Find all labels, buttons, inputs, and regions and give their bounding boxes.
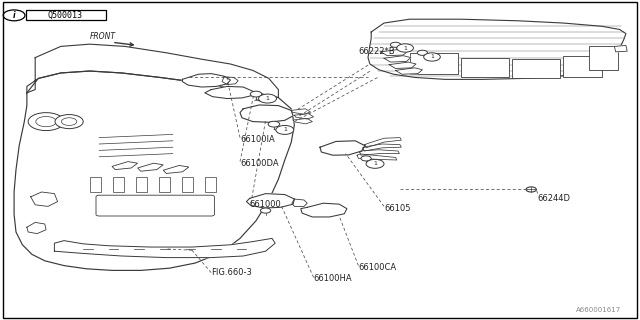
Polygon shape <box>31 192 58 206</box>
Bar <box>205 177 216 192</box>
Text: 1: 1 <box>283 127 287 132</box>
Bar <box>410 53 458 74</box>
Text: Q500013: Q500013 <box>48 11 83 20</box>
Text: 1: 1 <box>430 54 434 60</box>
Circle shape <box>276 125 294 134</box>
Bar <box>159 177 170 192</box>
Bar <box>136 177 147 192</box>
Bar <box>589 46 618 70</box>
Polygon shape <box>240 105 293 122</box>
Circle shape <box>526 187 536 192</box>
Polygon shape <box>293 118 312 124</box>
Bar <box>182 177 193 192</box>
Polygon shape <box>246 194 294 208</box>
Text: 66100CA: 66100CA <box>358 263 397 272</box>
Bar <box>512 59 560 78</box>
Polygon shape <box>14 71 294 270</box>
Text: 1: 1 <box>373 161 377 166</box>
Circle shape <box>36 116 56 127</box>
Polygon shape <box>294 114 314 119</box>
Text: 66105: 66105 <box>384 204 410 212</box>
Polygon shape <box>389 62 416 68</box>
Text: FRONT: FRONT <box>90 32 116 41</box>
Bar <box>90 177 101 192</box>
Circle shape <box>55 115 83 129</box>
Text: 1: 1 <box>266 96 269 101</box>
Polygon shape <box>384 56 411 62</box>
Polygon shape <box>205 86 253 99</box>
Polygon shape <box>396 68 422 74</box>
Text: FIG.660-3: FIG.660-3 <box>211 268 252 277</box>
Circle shape <box>61 118 77 125</box>
Text: 66222*B: 66222*B <box>358 47 395 56</box>
Polygon shape <box>360 150 399 155</box>
Text: 1: 1 <box>403 45 407 51</box>
Text: 661000: 661000 <box>250 200 282 209</box>
Polygon shape <box>222 77 238 84</box>
Polygon shape <box>54 238 275 258</box>
Polygon shape <box>182 74 230 87</box>
Polygon shape <box>112 162 138 170</box>
Polygon shape <box>357 154 397 160</box>
Bar <box>461 58 509 77</box>
Polygon shape <box>27 44 278 98</box>
Circle shape <box>366 159 384 168</box>
Text: i: i <box>13 11 15 20</box>
Polygon shape <box>368 19 626 79</box>
Circle shape <box>397 44 413 52</box>
Bar <box>563 56 602 77</box>
Circle shape <box>417 50 428 55</box>
Polygon shape <box>381 49 408 56</box>
Text: 66100IA: 66100IA <box>240 135 275 144</box>
Circle shape <box>424 53 440 61</box>
Circle shape <box>259 94 276 103</box>
Polygon shape <box>291 109 310 114</box>
Polygon shape <box>301 203 347 217</box>
Polygon shape <box>363 144 401 151</box>
Circle shape <box>250 91 262 97</box>
Polygon shape <box>614 45 627 52</box>
Polygon shape <box>365 138 401 148</box>
Circle shape <box>28 113 64 131</box>
Text: 66100DA: 66100DA <box>240 159 278 168</box>
Text: 66244D: 66244D <box>538 194 571 203</box>
Polygon shape <box>27 222 46 234</box>
Polygon shape <box>320 141 365 155</box>
Polygon shape <box>163 165 189 173</box>
Bar <box>113 177 124 192</box>
Circle shape <box>361 156 371 161</box>
Text: A660001617: A660001617 <box>575 308 621 313</box>
Polygon shape <box>292 199 307 206</box>
Circle shape <box>260 208 271 213</box>
Text: 66100HA: 66100HA <box>314 274 352 283</box>
Polygon shape <box>138 163 163 171</box>
Circle shape <box>390 42 401 47</box>
FancyBboxPatch shape <box>96 195 214 216</box>
Circle shape <box>268 121 280 127</box>
